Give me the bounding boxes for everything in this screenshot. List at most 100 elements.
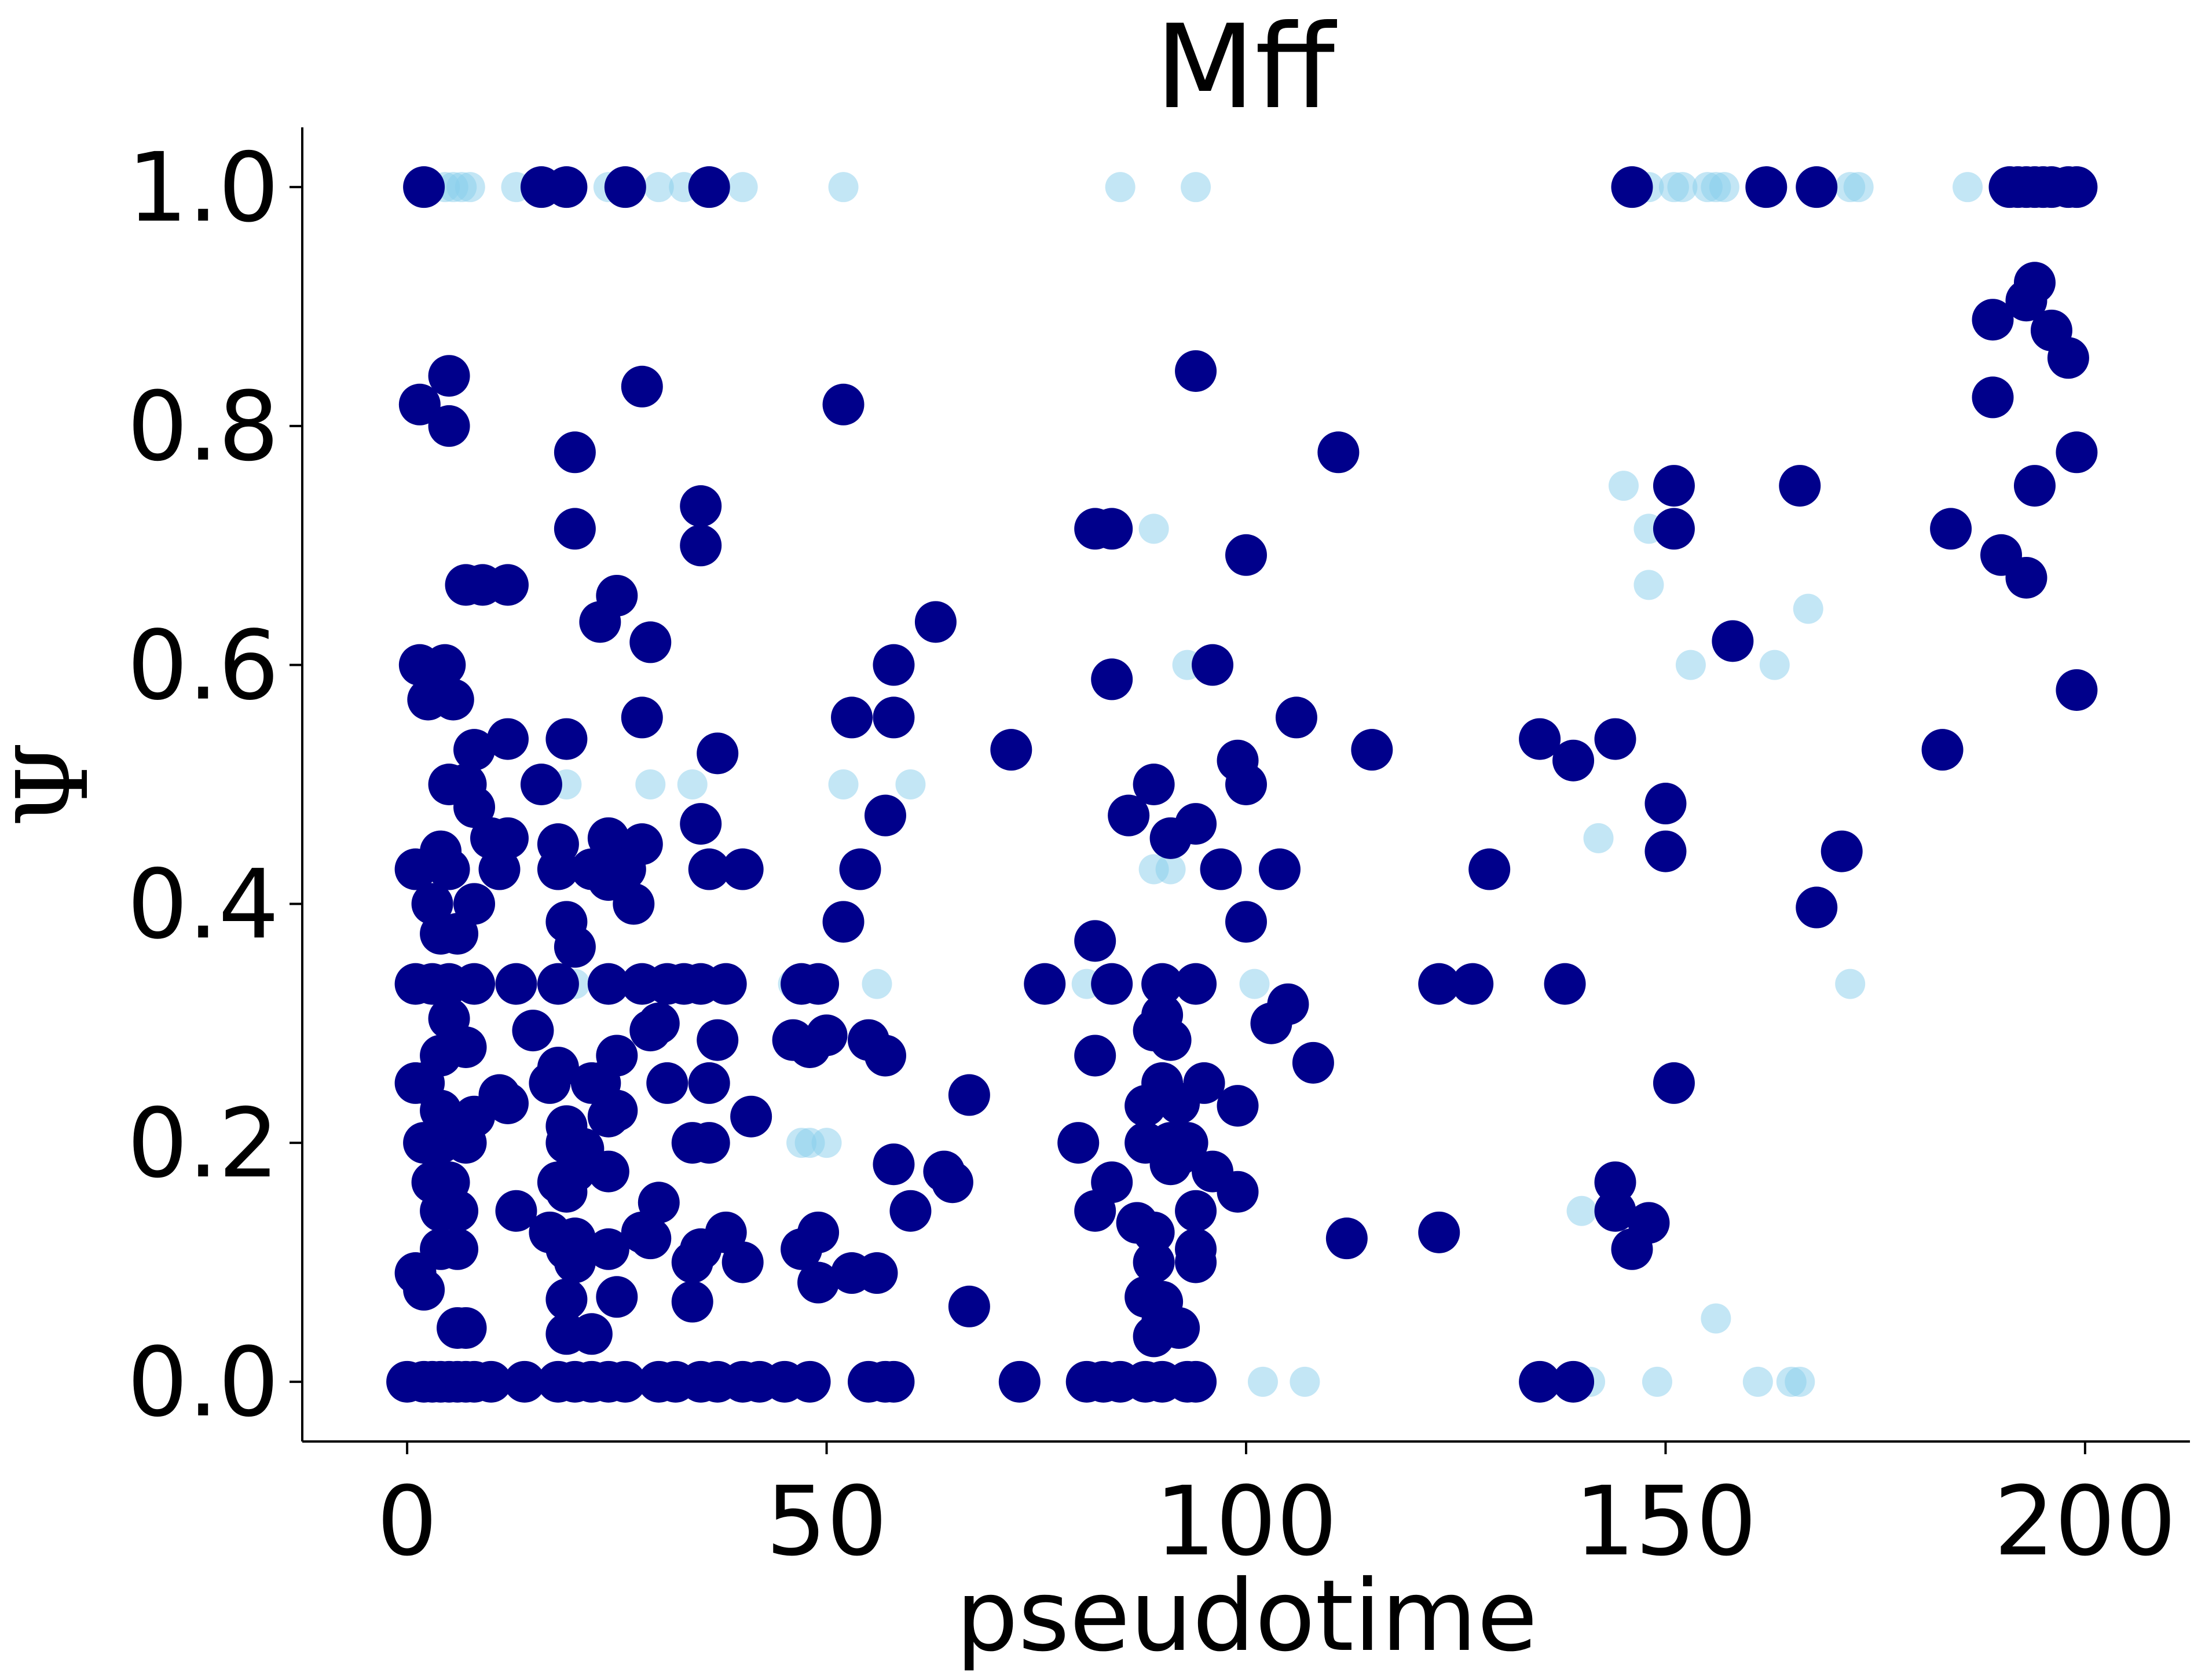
x-tick-label: 100 — [1155, 1466, 1338, 1577]
scatter-point — [1653, 465, 1695, 507]
scatter-point — [621, 696, 663, 739]
scatter-point — [864, 1035, 906, 1077]
scatter-point — [1594, 1190, 1636, 1232]
scatter-point — [1642, 1366, 1672, 1397]
scatter-point — [621, 365, 663, 408]
scatter-point — [486, 718, 529, 760]
scatter-point — [520, 764, 562, 805]
y-tick-label: 0.8 — [127, 371, 279, 482]
scatter-point — [453, 729, 496, 771]
x-ticks: 0 50 100 150 200 — [377, 1441, 2176, 1577]
scatter-point — [948, 1074, 990, 1116]
scatter-point — [1972, 299, 2014, 341]
scatter-point — [1779, 465, 1821, 507]
scatter-point — [635, 769, 666, 799]
scatter-point — [1158, 1134, 1200, 1176]
points-layer — [386, 166, 2098, 1403]
scatter-point — [1091, 508, 1133, 550]
scatter-point — [445, 1122, 487, 1164]
scatter-point — [1566, 1195, 1597, 1226]
scatter-point — [1644, 783, 1687, 825]
scatter-point — [1701, 1303, 1731, 1334]
scatter-point — [864, 794, 906, 837]
scatter-point — [1611, 1228, 1653, 1270]
scatter-point — [613, 883, 655, 925]
scatter-point — [1217, 1171, 1259, 1213]
y-tick-label: 0.0 — [127, 1327, 279, 1438]
scatter-point — [895, 769, 926, 799]
scatter-point — [1141, 963, 1184, 1005]
scatter-point — [432, 678, 474, 721]
scatter-point — [1821, 830, 1863, 872]
scatter-point — [503, 1360, 545, 1403]
scatter-point — [1519, 718, 1561, 760]
scatter-point — [579, 601, 621, 643]
scatter-point — [545, 166, 588, 208]
scatter-point — [1217, 1085, 1259, 1127]
scatter-point — [1175, 350, 1217, 392]
scatter-point — [688, 1062, 730, 1104]
scatter-point — [529, 1062, 571, 1104]
scatter-point — [1247, 1366, 1278, 1397]
scatter-point — [1225, 764, 1267, 805]
scatter-point — [545, 1313, 588, 1355]
scatter-point — [1930, 508, 1972, 550]
x-tick-label: 200 — [1994, 1466, 2176, 1577]
scatter-point — [1611, 166, 1653, 208]
scatter-point — [1675, 650, 1706, 680]
scatter-point — [437, 1190, 479, 1232]
scatter-point — [638, 1002, 680, 1044]
scatter-point — [1200, 848, 1242, 890]
scatter-point — [1709, 172, 1739, 203]
scatter-point — [1653, 1062, 1695, 1104]
scatter-point — [1225, 534, 1267, 576]
scatter-point — [873, 696, 915, 739]
scatter-point — [1181, 172, 1211, 203]
scatter-point — [1267, 983, 1309, 1025]
scatter-point — [688, 848, 730, 890]
scatter-point — [1175, 1360, 1217, 1403]
scatter-point — [643, 172, 674, 203]
scatter-point — [646, 1062, 688, 1104]
scatter-point — [1175, 1241, 1217, 1283]
scatter-point — [1552, 1360, 1595, 1403]
scatter-point — [1796, 166, 1838, 208]
scatter-point — [697, 732, 739, 775]
scatter-point — [604, 1360, 646, 1403]
scatter-point — [545, 1171, 588, 1213]
scatter-point — [1712, 620, 1754, 662]
scatter-point — [1290, 1366, 1320, 1397]
scatter-point — [596, 1276, 638, 1318]
chart-title: Mff — [1155, 0, 1338, 135]
scatter-point — [828, 172, 859, 203]
scatter-point — [478, 848, 521, 890]
scatter-point — [554, 431, 596, 474]
scatter-point — [680, 524, 722, 567]
scatter-point — [1024, 963, 1066, 1005]
scatter-point — [1843, 172, 1874, 203]
scatter-point — [822, 383, 865, 425]
scatter-point — [1745, 166, 1788, 208]
scatter-point — [1519, 1360, 1561, 1403]
scatter-point — [889, 1190, 932, 1232]
scatter-point — [862, 969, 892, 999]
scatter-point — [1074, 1035, 1116, 1077]
scatter-point — [486, 1082, 529, 1124]
scatter-point — [914, 601, 957, 643]
scatter-point — [1972, 376, 2014, 419]
scatter-point — [1742, 1366, 1773, 1397]
y-ticks: 0.0 0.2 0.4 0.6 0.8 1.0 — [127, 132, 302, 1438]
scatter-point — [721, 1241, 764, 1283]
scatter-point — [424, 644, 466, 686]
scatter-point — [445, 1307, 487, 1349]
scatter-point — [727, 172, 758, 203]
scatter-point — [805, 1014, 848, 1057]
scatter-point — [554, 926, 596, 968]
scatter-point — [1583, 823, 1614, 853]
scatter-point — [1149, 1019, 1192, 1061]
scatter-point — [797, 1261, 840, 1304]
scatter-point — [1667, 172, 1698, 203]
scatter-point — [1225, 901, 1267, 943]
x-tick-label: 0 — [377, 1466, 438, 1577]
